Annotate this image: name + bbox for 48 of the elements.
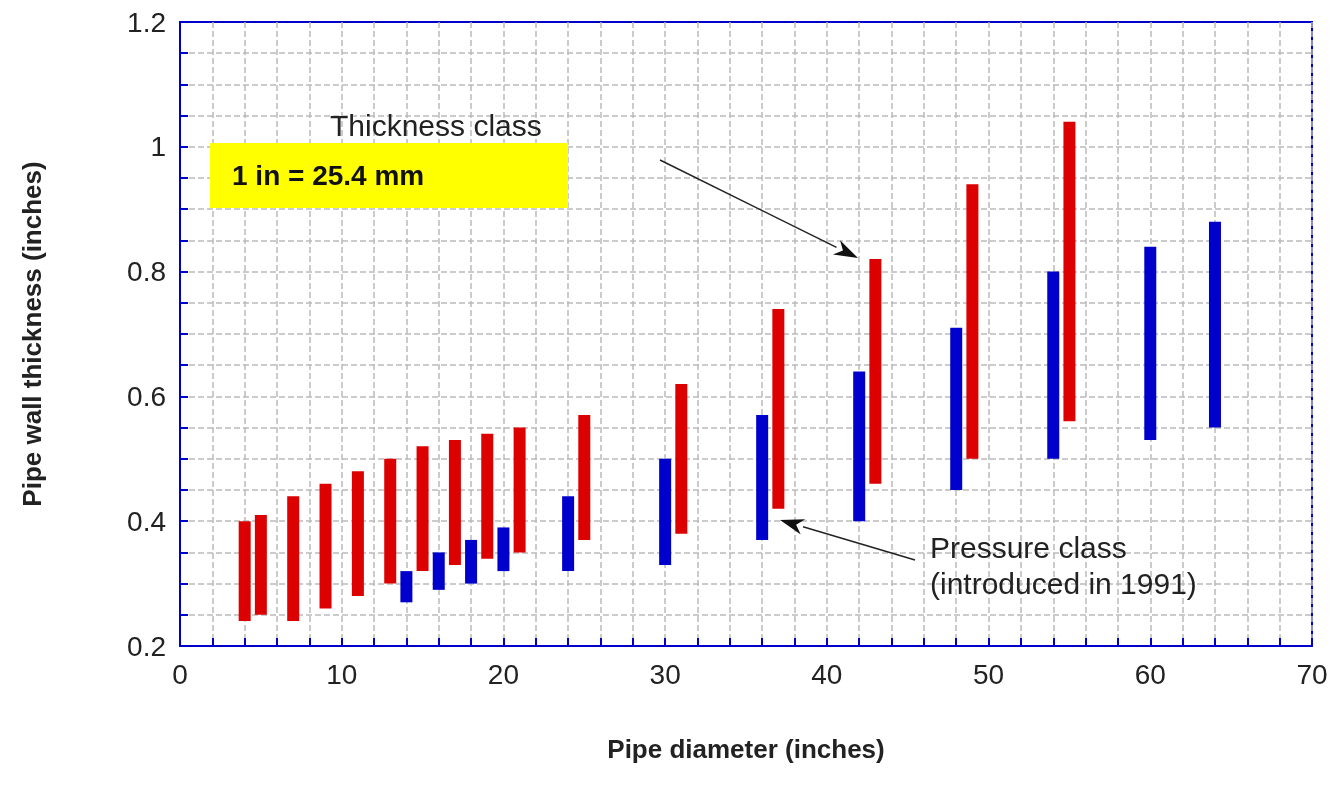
- y-tick-label: 0.2: [127, 630, 166, 662]
- x-axis-title: Pipe diameter (inches): [607, 734, 885, 764]
- y-axis-title: Pipe wall thickness (inches): [17, 161, 47, 507]
- bar: [497, 527, 510, 572]
- bar: [351, 471, 364, 597]
- x-tick-label: 30: [649, 658, 681, 690]
- bar: [1144, 246, 1157, 441]
- bar: [853, 371, 866, 522]
- x-tick-label: 10: [326, 658, 358, 690]
- x-tick-label: 60: [1134, 658, 1166, 690]
- bar: [578, 415, 591, 540]
- bar: [513, 427, 526, 553]
- y-tick-label: 0.4: [127, 505, 166, 537]
- annotation: Thickness class: [330, 108, 542, 144]
- bar: [319, 483, 332, 609]
- x-tick-label: 50: [972, 658, 1005, 690]
- bar: [465, 539, 478, 584]
- bar: [966, 184, 979, 459]
- bar: [400, 571, 413, 603]
- bar: [1047, 271, 1060, 459]
- bar: [238, 521, 251, 622]
- bar: [950, 327, 963, 490]
- bar: [432, 552, 445, 590]
- x-tick-label: 0: [172, 658, 188, 690]
- y-tick-label: 0.8: [127, 256, 166, 288]
- bar: [481, 433, 494, 559]
- bar: [869, 259, 882, 484]
- bar: [659, 458, 672, 565]
- y-tick-label: 0.6: [127, 380, 166, 412]
- annotation: 1 in = 25.4 mm: [232, 159, 425, 192]
- x-tick-label: 70: [1296, 658, 1328, 690]
- bar: [1063, 121, 1076, 422]
- bar: [562, 496, 575, 572]
- bar: [772, 309, 785, 509]
- y-tick-label: 1.2: [127, 6, 166, 38]
- bar: [675, 383, 688, 534]
- x-tick-label: 40: [811, 658, 843, 690]
- bar: [287, 496, 300, 622]
- bar: [416, 446, 429, 572]
- bar: [448, 440, 461, 565]
- bar: [254, 514, 267, 615]
- bar: [384, 458, 397, 584]
- bar: [1208, 221, 1221, 428]
- annotation: Pressure class (introduced in 1991): [930, 530, 1197, 602]
- label-box: 1 in = 25.4 mm: [210, 143, 568, 208]
- x-tick-label: 20: [487, 658, 520, 690]
- y-tick-label: 1: [150, 131, 166, 163]
- bar: [756, 415, 769, 540]
